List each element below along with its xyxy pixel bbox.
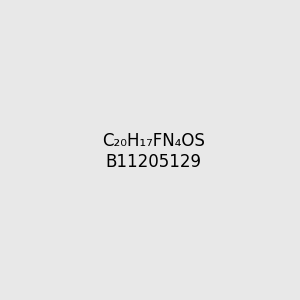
Text: C₂₀H₁₇FN₄OS
B11205129: C₂₀H₁₇FN₄OS B11205129 xyxy=(102,132,205,171)
